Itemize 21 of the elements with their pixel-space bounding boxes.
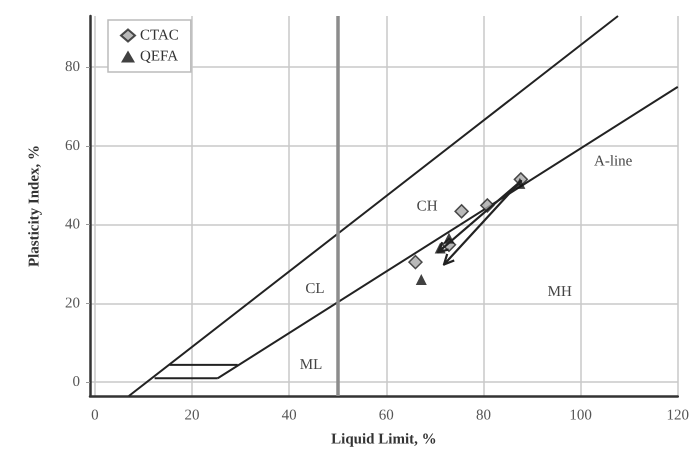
annotation: MH: [548, 284, 572, 300]
x-axis-title: Liquid Limit, %: [331, 432, 437, 448]
annotation: CL: [305, 280, 324, 297]
y-tick-label: 0: [72, 374, 80, 390]
x-tick-label: 40: [282, 408, 297, 424]
y-tick-label: 20: [65, 295, 80, 312]
x-tick-label: 100: [569, 408, 592, 424]
x-tick-label: 60: [378, 408, 394, 424]
annotation: CH: [416, 198, 438, 215]
legend-label: CTAC: [140, 28, 179, 44]
annotation: A-line: [594, 154, 633, 170]
x-tick-label: 80: [476, 408, 491, 424]
x-tick-label: 20: [184, 408, 200, 424]
x-tick-label: 0: [91, 408, 99, 424]
y-tick-label: 80: [65, 59, 80, 76]
y-tick-label: 60: [65, 138, 80, 154]
annotation: ML: [300, 356, 322, 373]
y-axis-title: Plasticity Index, %: [26, 144, 42, 268]
legend-label: QEFA: [140, 48, 178, 64]
y-tick-label: 40: [65, 216, 80, 233]
x-tick-label: 120: [666, 408, 689, 424]
